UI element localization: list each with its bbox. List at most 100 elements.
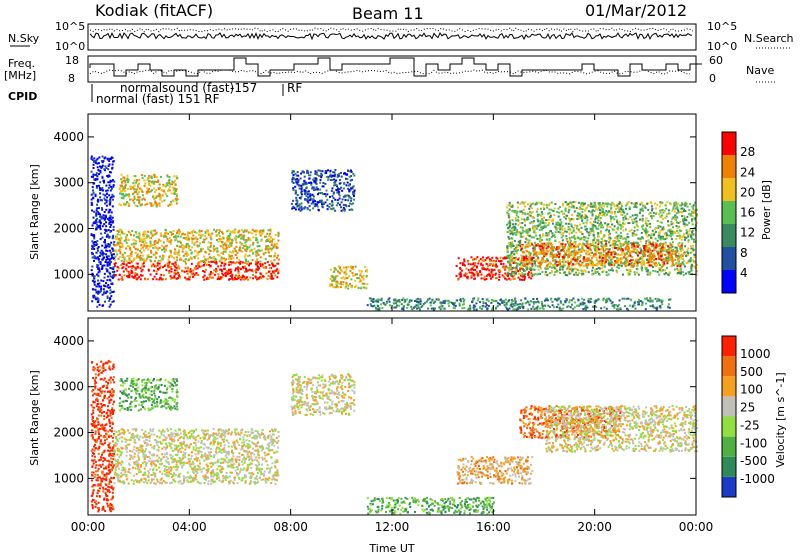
power-scatter — [90, 155, 698, 311]
data-cell — [103, 292, 106, 295]
data-cell — [207, 277, 210, 280]
data-cell — [553, 234, 556, 237]
data-cell — [120, 229, 123, 232]
data-cell — [208, 261, 210, 263]
data-cell — [628, 260, 631, 263]
data-cell — [672, 206, 675, 209]
data-cell — [545, 249, 548, 252]
data-cell — [551, 256, 554, 259]
data-cell — [125, 259, 128, 262]
data-cell — [259, 256, 262, 259]
data-cell — [238, 247, 241, 250]
data-cell — [569, 245, 572, 248]
data-cell — [198, 251, 201, 253]
data-cell — [655, 212, 657, 215]
data-cell — [92, 167, 95, 169]
data-cell — [639, 247, 642, 250]
data-cell — [509, 264, 512, 266]
data-cell — [228, 270, 231, 273]
data-cell — [515, 231, 518, 233]
data-cell — [603, 234, 606, 237]
data-cell — [239, 276, 242, 278]
data-cell — [567, 203, 570, 206]
data-cell — [507, 210, 510, 213]
data-cell — [97, 249, 99, 252]
data-cell — [266, 232, 269, 235]
data-cell — [521, 278, 523, 281]
data-cell — [659, 235, 662, 238]
data-cell — [274, 234, 277, 236]
data-cell — [570, 264, 573, 267]
data-cell — [226, 230, 229, 233]
data-cell — [627, 269, 630, 272]
data-cell — [597, 219, 600, 222]
data-cell — [106, 279, 109, 282]
data-cell — [528, 252, 530, 255]
data-cell — [212, 250, 215, 253]
data-cell — [235, 261, 238, 264]
cpid-entry-4: RF — [287, 81, 302, 95]
data-cell — [122, 186, 125, 189]
data-cell — [562, 232, 565, 234]
data-cell — [544, 273, 547, 276]
data-cell — [124, 185, 127, 187]
data-cell — [588, 248, 591, 251]
data-cell — [264, 257, 267, 260]
data-cell — [201, 234, 204, 237]
data-cell — [573, 206, 576, 209]
data-cell — [626, 233, 629, 236]
data-cell — [617, 267, 620, 270]
data-cell — [583, 235, 586, 238]
data-cell — [693, 265, 696, 268]
data-cell — [548, 233, 551, 236]
data-cell — [688, 272, 691, 275]
data-cell — [350, 197, 353, 200]
data-cell — [125, 241, 128, 244]
data-cell — [296, 183, 299, 186]
data-cell — [187, 259, 190, 262]
data-cell — [101, 225, 104, 228]
data-cell — [598, 205, 601, 208]
data-cell — [290, 202, 293, 205]
data-cell — [225, 270, 228, 273]
data-cell — [265, 240, 268, 243]
data-cell — [300, 195, 303, 198]
data-cell — [588, 204, 591, 207]
data-cell — [359, 287, 362, 290]
data-cell — [98, 303, 101, 306]
data-cell — [212, 257, 215, 260]
data-cell — [240, 233, 243, 236]
data-cell — [541, 213, 544, 216]
data-cell — [531, 273, 534, 276]
data-cell — [125, 239, 127, 242]
data-cell — [354, 265, 357, 268]
data-cell — [637, 273, 640, 276]
data-cell — [154, 265, 157, 268]
data-cell — [230, 242, 233, 244]
data-cell — [605, 210, 608, 213]
data-cell — [304, 198, 307, 201]
data-cell — [294, 178, 297, 181]
data-cell — [156, 248, 159, 251]
data-cell — [539, 207, 542, 210]
data-cell — [112, 300, 115, 303]
data-cell — [651, 249, 654, 252]
data-cell — [148, 190, 151, 193]
data-cell — [185, 238, 188, 241]
data-cell — [113, 275, 116, 278]
data-cell — [134, 268, 137, 271]
data-cell — [499, 256, 502, 259]
data-cell — [536, 213, 539, 216]
data-cell — [246, 262, 249, 265]
data-cell — [677, 211, 680, 214]
data-cell — [227, 235, 230, 238]
data-cell — [111, 276, 114, 279]
data-cell — [603, 250, 606, 253]
data-cell — [150, 251, 153, 254]
data-cell — [589, 232, 592, 234]
data-cell — [158, 202, 161, 205]
data-cell — [500, 260, 503, 263]
data-cell — [357, 286, 360, 289]
data-cell — [100, 279, 103, 282]
data-cell — [663, 228, 666, 231]
